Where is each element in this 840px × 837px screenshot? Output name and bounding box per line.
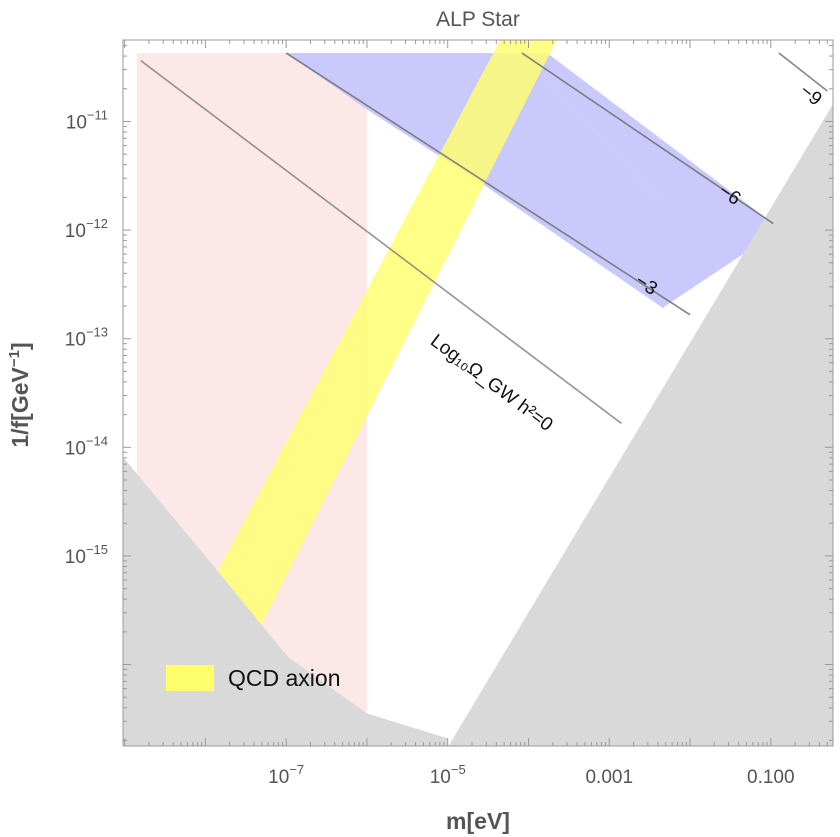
excluded-region-corner — [366, 724, 445, 746]
x-axis-label: m[eV] — [446, 808, 510, 834]
contour-line-2 — [285, 52, 691, 316]
x-tick-label-2: 10−5 — [430, 762, 466, 788]
contour-line-4 — [778, 52, 828, 92]
legend-label-qcd-axion: QCD axion — [228, 665, 340, 691]
excluded-region-right — [448, 104, 833, 746]
y-tick-label-1: 10−11 — [66, 107, 108, 133]
y-tick-label-3: 10−13 — [65, 325, 108, 351]
qcd-axion-band — [205, 40, 557, 632]
y-axis-label: 1/f[GeV−1] — [6, 342, 33, 447]
pink-region — [136, 53, 367, 714]
contour-line-3 — [521, 52, 774, 225]
legend-swatch-qcd-axion — [166, 665, 214, 691]
legend: QCD axion — [166, 665, 340, 691]
y-tick-label-5: 10−15 — [65, 542, 108, 568]
x-tick-label-4: 0.100 — [747, 767, 795, 788]
x-tick-label-1: 10−7 — [268, 762, 304, 788]
blue-region-upper — [522, 53, 774, 309]
y-axis-label-sup: −1 — [6, 350, 23, 367]
plot-area — [123, 40, 833, 746]
y-axis-label-end: ] — [7, 342, 33, 350]
plot-frame — [122, 39, 834, 747]
y-tick-label-2: 10−12 — [65, 216, 108, 242]
chart-title: ALP Star — [436, 8, 520, 31]
y-tick-label-4: 10−14 — [65, 433, 108, 459]
axis-ticks: 10−7 10−5 0.001 0.100 10−11 10−12 10−13 10−14 10… — [65, 40, 833, 788]
x-tick-label-3: 0.001 — [585, 767, 633, 788]
y-axis-label-main: 1/f[GeV — [7, 366, 33, 447]
blue-region — [286, 53, 664, 309]
contour-line-1 — [140, 59, 622, 425]
